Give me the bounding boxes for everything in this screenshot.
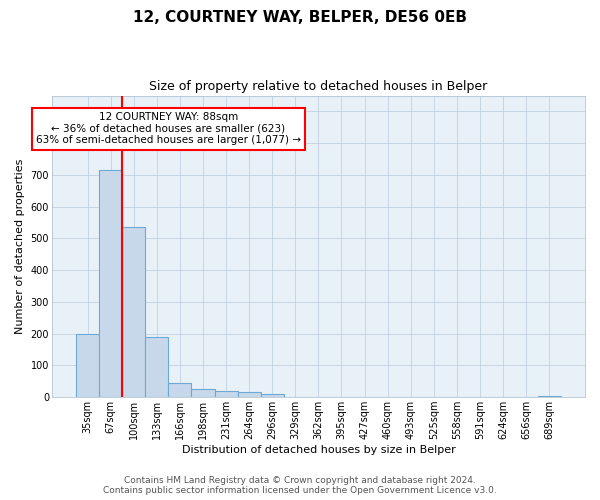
Bar	[215, 392, 238, 397]
X-axis label: Distribution of detached houses by size in Belper: Distribution of detached houses by size …	[182, 445, 455, 455]
Bar	[76, 334, 99, 397]
Bar	[169, 383, 191, 397]
Bar	[99, 170, 122, 397]
Bar	[145, 337, 169, 397]
Bar	[122, 228, 145, 397]
Text: 12, COURTNEY WAY, BELPER, DE56 0EB: 12, COURTNEY WAY, BELPER, DE56 0EB	[133, 10, 467, 25]
Bar	[261, 394, 284, 397]
Text: Contains HM Land Registry data © Crown copyright and database right 2024.
Contai: Contains HM Land Registry data © Crown c…	[103, 476, 497, 495]
Bar	[191, 389, 215, 397]
Y-axis label: Number of detached properties: Number of detached properties	[15, 158, 25, 334]
Title: Size of property relative to detached houses in Belper: Size of property relative to detached ho…	[149, 80, 488, 93]
Bar	[238, 392, 261, 397]
Text: 12 COURTNEY WAY: 88sqm
← 36% of detached houses are smaller (623)
63% of semi-de: 12 COURTNEY WAY: 88sqm ← 36% of detached…	[36, 112, 301, 146]
Bar	[538, 396, 561, 397]
